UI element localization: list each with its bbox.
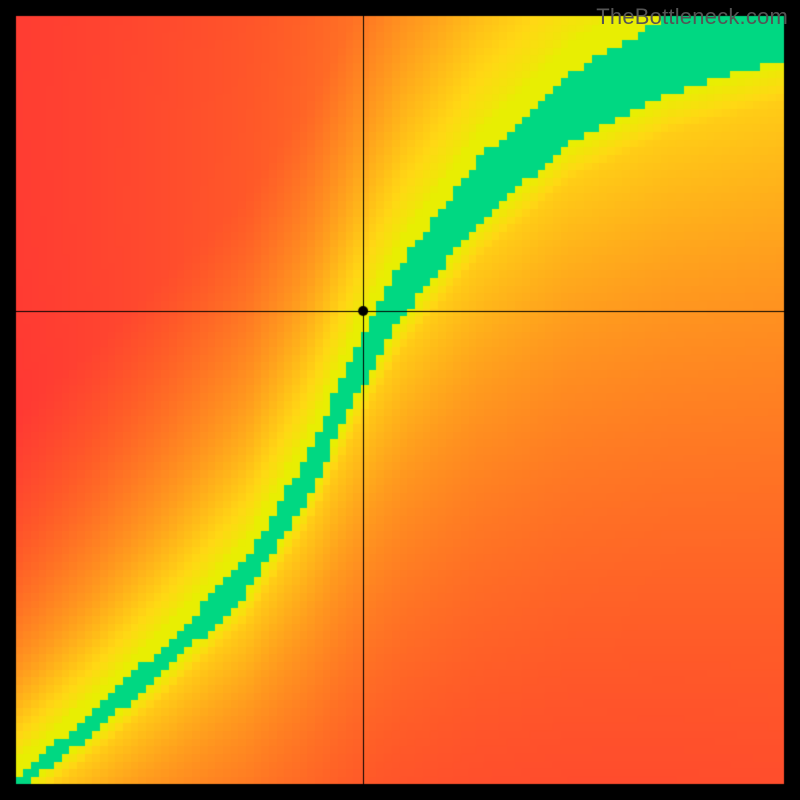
watermark-text: TheBottleneck.com [596,4,788,30]
bottleneck-heatmap [0,0,800,800]
